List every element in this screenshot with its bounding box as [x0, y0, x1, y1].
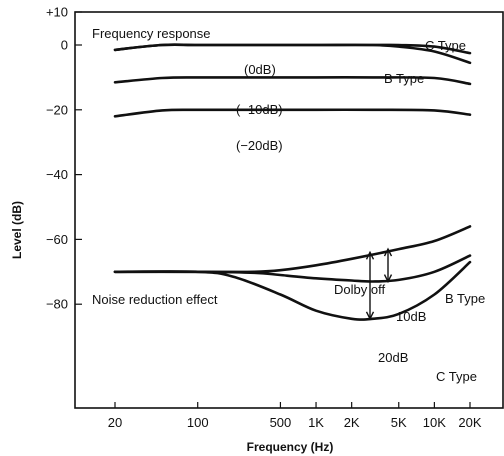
- arrow-head-bottom: [365, 311, 375, 321]
- y-tick-label: −20: [46, 102, 68, 117]
- x-tick-label: 500: [270, 415, 292, 430]
- y-tick-label: −60: [46, 232, 68, 247]
- series-lines: [113, 43, 472, 321]
- series-minus-10db: [113, 76, 472, 86]
- x-tick-label: 5K: [391, 415, 407, 430]
- series-label: B Type: [445, 291, 485, 306]
- plot-frame: [74, 11, 504, 409]
- annotations: Frequency response Noise reduction effect…: [92, 26, 485, 384]
- arrow-head-bottom: [383, 274, 393, 284]
- x-tick-label: 2K: [344, 415, 360, 430]
- series-label: C Type: [436, 369, 477, 384]
- axis-ticks: +10 0 −20 −40 −60 −80 20 100 500 1K 2K 5K 10K 20K Freq…: [10, 5, 482, 455]
- x-tick-label: 100: [187, 415, 209, 430]
- arrow-head-top: [365, 250, 375, 260]
- y-tick-label: −40: [46, 167, 68, 182]
- label-20db: 20dB: [378, 350, 408, 365]
- y-tick-label: −80: [46, 297, 68, 312]
- section-frequency-response: Frequency response: [92, 26, 211, 41]
- series-label: B Type: [384, 71, 424, 86]
- section-noise-reduction: Noise reduction effect: [92, 292, 218, 307]
- label-10db: 10dB: [396, 309, 426, 324]
- y-tick-label: +10: [46, 5, 68, 20]
- series-label: C Type: [425, 38, 466, 53]
- y-tick-label: 0: [61, 38, 68, 53]
- x-tick-label: 20: [108, 415, 122, 430]
- x-axis-label: Frequency (Hz): [247, 440, 334, 454]
- y-axis-label: Level (dB): [10, 201, 24, 259]
- level-label: (−20dB): [236, 138, 283, 153]
- series-b-type-0db: [113, 43, 472, 65]
- series-c-type-noise: [113, 260, 472, 321]
- series-dolby-off: [113, 225, 472, 274]
- level-label: (0dB): [244, 62, 276, 77]
- arrow-head-top: [383, 247, 393, 257]
- series-label: Dolby off: [334, 282, 385, 297]
- x-tick-label: 1K: [308, 415, 324, 430]
- x-tick-label: 20K: [458, 415, 481, 430]
- series-minus-20db: [113, 108, 472, 118]
- plot-border: [74, 11, 504, 409]
- arrow-10db: [383, 247, 393, 284]
- level-label: (−10dB): [236, 102, 283, 117]
- x-tick-label: 10K: [423, 415, 446, 430]
- arrow-20db: [365, 250, 375, 321]
